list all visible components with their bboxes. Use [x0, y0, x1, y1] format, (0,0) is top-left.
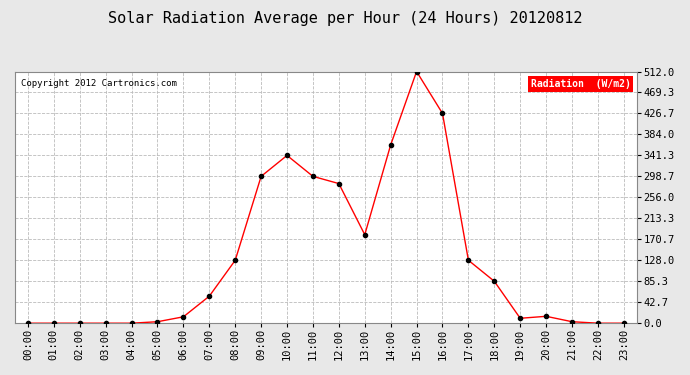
- Text: Copyright 2012 Cartronics.com: Copyright 2012 Cartronics.com: [21, 79, 177, 88]
- Text: Solar Radiation Average per Hour (24 Hours) 20120812: Solar Radiation Average per Hour (24 Hou…: [108, 11, 582, 26]
- Text: Radiation  (W/m2): Radiation (W/m2): [531, 79, 631, 89]
